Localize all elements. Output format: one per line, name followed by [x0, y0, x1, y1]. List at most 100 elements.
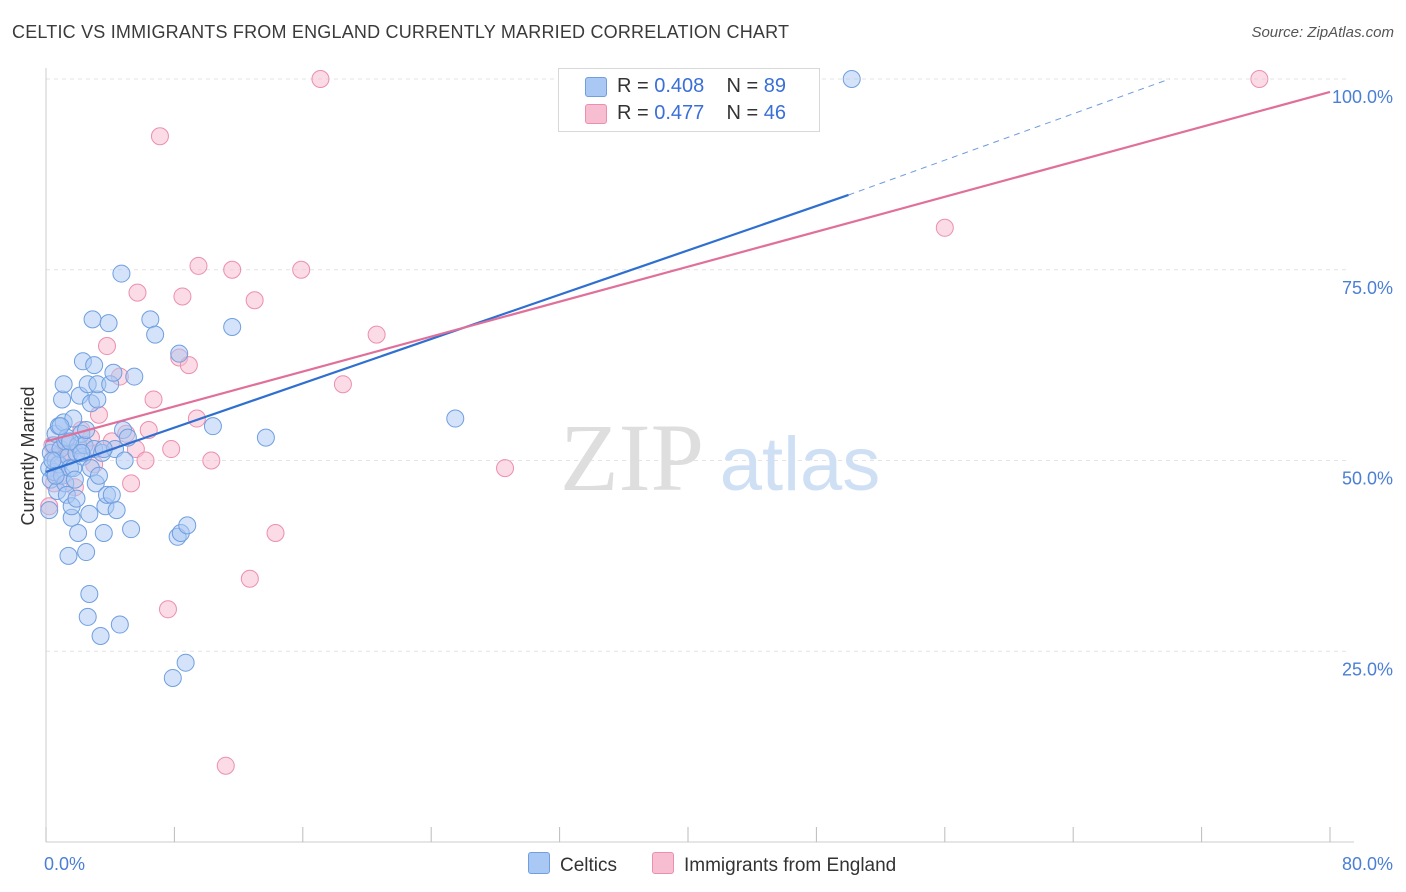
celtics-point	[223, 317, 242, 336]
celtics-point	[51, 417, 70, 436]
england-point	[187, 409, 206, 428]
bottom-legend-celtics[interactable]: Celtics	[528, 852, 617, 877]
england-point	[158, 600, 177, 619]
celtics-point	[102, 485, 121, 504]
legend-r-value: 0.477	[654, 102, 705, 124]
celtics-point	[163, 668, 182, 687]
y-tick-label: 75.0%	[1342, 278, 1393, 298]
celtics-trend-line	[45, 193, 849, 473]
celtics-label: Celtics	[560, 855, 618, 876]
celtics-point	[89, 466, 108, 485]
legend-swatch-celtics	[585, 77, 607, 97]
celtics-point	[80, 585, 99, 604]
england-point	[245, 291, 264, 310]
legend-n-value: 46	[763, 102, 787, 124]
legend-text-celtics: R = 0.408 N = 89	[617, 75, 786, 98]
celtics-point	[99, 314, 118, 333]
celtics-point	[446, 409, 465, 428]
legend-row-celtics: R = 0.408 N = 89	[559, 73, 819, 101]
england-point	[266, 523, 285, 542]
watermark: ZIP atlas	[560, 404, 880, 511]
celtics-point	[141, 310, 160, 329]
england-point	[202, 451, 221, 470]
celtics-point	[115, 451, 134, 470]
celtics-point	[83, 310, 102, 329]
legend-n-value: 89	[763, 75, 787, 97]
celtics-point	[72, 443, 91, 462]
england-point	[173, 287, 192, 306]
celtics-point	[178, 516, 197, 535]
england-label: Immigrants from England	[684, 855, 897, 876]
legend-text-england: R = 0.477 N = 46	[617, 102, 786, 125]
celtics-point	[59, 546, 78, 565]
celtics-point	[40, 501, 59, 520]
england-point	[144, 390, 163, 409]
correlation-legend: R = 0.408 N = 89 R = 0.477 N = 46	[558, 68, 820, 132]
y-tick-label: 25.0%	[1342, 659, 1393, 679]
legend-r-value: 0.408	[654, 75, 705, 97]
x-tick-label: 0.0%	[44, 854, 85, 874]
celtics-point	[110, 615, 129, 634]
england-point	[935, 218, 954, 237]
celtics-point	[65, 470, 84, 489]
england-point	[122, 474, 141, 493]
y-tick-label: 50.0%	[1342, 469, 1393, 489]
trend-lines	[45, 78, 1331, 473]
celtics-point	[122, 520, 141, 539]
watermark-atlas: atlas	[720, 422, 881, 507]
england-point	[311, 70, 330, 88]
grid-lines	[46, 78, 1350, 652]
celtics-point	[176, 653, 195, 672]
legend-r-label: R =	[617, 75, 649, 97]
england-point	[367, 325, 386, 344]
england-point	[189, 256, 208, 275]
y-tick-label: 100.0%	[1332, 87, 1393, 107]
legend-n-label: N =	[726, 75, 759, 97]
england-point	[97, 337, 116, 356]
celtics-point	[107, 501, 126, 520]
england-point	[216, 756, 235, 775]
watermark-zip: ZIP	[560, 404, 704, 511]
england-point	[292, 260, 311, 279]
celtics-point	[125, 367, 144, 386]
celtics-point	[43, 451, 62, 470]
celtics-point	[94, 523, 113, 542]
legend-n-label: N =	[726, 102, 759, 124]
celtics-point	[80, 504, 99, 523]
england-swatch	[652, 852, 674, 874]
bottom-legend: Celtics Immigrants from England	[0, 852, 1406, 878]
celtics-point	[53, 390, 72, 409]
celtics-point	[54, 375, 73, 394]
y-axis-label: Currently Married	[18, 386, 38, 525]
celtics-point	[842, 70, 861, 88]
celtics-point	[203, 417, 222, 436]
celtics-point	[46, 466, 65, 485]
chart-title: CELTIC VS IMMIGRANTS FROM ENGLAND CURREN…	[12, 22, 790, 42]
celtics-point	[77, 543, 96, 562]
england-point	[333, 375, 352, 394]
celtics-point	[146, 325, 165, 344]
celtics-point	[67, 489, 86, 508]
celtics-point	[85, 356, 104, 375]
bottom-legend-england[interactable]: Immigrants from England	[652, 852, 896, 877]
celtics-point	[104, 363, 123, 382]
celtics-point	[170, 344, 189, 363]
legend-swatch-england	[585, 104, 607, 124]
source-label: Source: ZipAtlas.com	[1251, 24, 1394, 41]
celtics-point	[91, 626, 110, 645]
series-celtics-points	[40, 70, 861, 687]
celtics-point	[69, 523, 88, 542]
england-point	[223, 260, 242, 279]
celtics-swatch	[528, 852, 550, 874]
x-tick-label: 80.0%	[1342, 854, 1393, 874]
celtics-point	[61, 432, 80, 451]
celtics-trend-extension	[848, 78, 1170, 196]
celtics-point	[78, 607, 97, 626]
legend-r-label: R =	[617, 102, 649, 124]
england-point	[496, 459, 515, 478]
england-trend-line	[45, 90, 1331, 443]
celtics-point	[112, 264, 131, 283]
england-point	[128, 283, 147, 302]
england-point	[240, 569, 259, 588]
